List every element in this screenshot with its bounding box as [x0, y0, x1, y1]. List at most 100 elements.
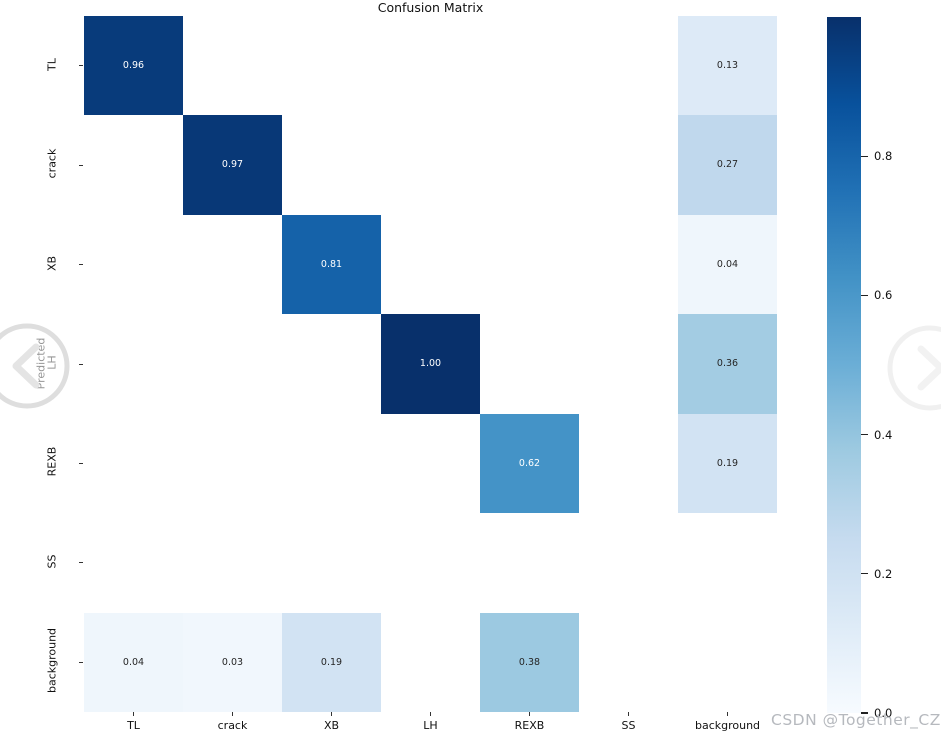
cell-value: 0.38: [518, 656, 541, 668]
y-tick-mark: [79, 164, 83, 166]
heatmap-cell: 0.04: [678, 214, 777, 315]
heatmap-cell: 0.96: [84, 16, 183, 116]
x-tick-label: SS: [621, 719, 636, 732]
y-tick-mark: [79, 661, 83, 663]
heatmap-cell: [282, 314, 381, 413]
heatmap-cell: 0.03: [183, 612, 282, 712]
heatmap-cell: [282, 115, 381, 214]
heatmap-cell: [84, 414, 183, 513]
cell-value: 0.27: [716, 159, 739, 171]
heatmap-cell: [183, 513, 282, 612]
cell-value: 0.97: [221, 159, 244, 171]
heatmap-cell: [579, 414, 678, 513]
cell-value: 0.04: [122, 656, 145, 668]
heatmap-cell: [381, 513, 480, 612]
x-tick-label: XB: [323, 719, 340, 732]
x-tick-mark: [628, 712, 629, 716]
cell-value: 0.81: [320, 258, 343, 270]
x-tick-mark: [727, 712, 728, 716]
chart-title: Confusion Matrix: [377, 0, 484, 15]
colorbar-tick-mark: [861, 294, 868, 297]
colorbar-tick-label: 0.6: [874, 288, 893, 303]
heatmap-cell: [183, 215, 282, 314]
heatmap-cell: [579, 16, 678, 115]
carousel-prev-button[interactable]: [0, 319, 77, 414]
heatmap-cell: [579, 115, 678, 214]
colorbar-tick-label: 0.4: [874, 427, 893, 442]
colorbar-tick-mark: [861, 712, 868, 714]
heatmap-cell: 0.36: [678, 314, 777, 414]
heatmap-cell: 0.62: [480, 413, 579, 514]
heatmap-cell: 0.19: [678, 413, 777, 514]
heatmap-cell: [480, 215, 579, 314]
colorbar-tick-mark: [861, 155, 868, 157]
heatmap-cell: [579, 314, 678, 413]
y-tick-label: REXB: [45, 447, 59, 477]
heatmap-cell: [480, 115, 579, 214]
cell-value: 0.13: [716, 59, 739, 71]
x-tick-label: REXB: [514, 719, 545, 732]
heatmap-cell: [183, 314, 282, 413]
colorbar-tick-label: 0.2: [874, 566, 893, 581]
colorbar-tick-label: 0.8: [874, 149, 893, 164]
y-tick-mark: [79, 65, 83, 67]
heatmap-cell: [480, 513, 579, 612]
heatmap-cell: [579, 513, 678, 612]
heatmap-cell: 0.04: [84, 612, 183, 712]
heatmap-cell: [183, 414, 282, 513]
heatmap-cell: 0.97: [183, 115, 282, 215]
heatmap-cell: [381, 414, 480, 513]
chevron-right-icon: [917, 345, 941, 391]
heatmap-cell: 0.38: [480, 612, 579, 712]
heatmap-cell: [84, 215, 183, 314]
heatmap-cell: [381, 115, 480, 214]
heatmap-cell: [183, 16, 282, 115]
y-tick-mark: [79, 363, 83, 365]
chevron-left-icon: [12, 343, 40, 389]
colorbar-tick-label: 0.0: [874, 706, 893, 720]
x-tick-mark: [529, 712, 530, 716]
heatmap-cell: 1.00: [381, 314, 480, 414]
x-tick-mark: [232, 712, 233, 716]
heatmap-cell: [579, 215, 678, 314]
y-tick-label: SS: [45, 554, 59, 569]
x-tick-label: TL: [127, 719, 140, 732]
heatmap-cell: [84, 115, 183, 214]
heatmap-cell: [84, 314, 183, 413]
heatmap-cell: [381, 16, 480, 115]
cell-value: 0.04: [716, 258, 739, 270]
cell-value: 0.19: [320, 656, 343, 668]
x-tick-mark: [430, 712, 431, 716]
heatmap-plot: 0.96 0.13 0.97 0.27 0.81 0.04 1.00 0.36 0.62 0.19…: [84, 16, 777, 712]
heatmap-cell: [678, 513, 777, 612]
colorbar: [827, 17, 861, 713]
heatmap-cell: [480, 314, 579, 413]
y-tick-mark: [79, 562, 83, 564]
cell-value: 0.62: [518, 457, 541, 469]
y-tick-label: XB: [45, 255, 59, 271]
heatmap-cell: [84, 513, 183, 612]
heatmap-cell: [480, 16, 579, 115]
cell-value: 0.19: [716, 457, 739, 469]
colorbar-tick-mark: [861, 573, 868, 575]
cell-value: 0.96: [122, 59, 145, 71]
heatmap-cell: 0.81: [282, 214, 381, 315]
y-tick-label: crack: [45, 148, 59, 179]
y-tick-label: background: [45, 628, 59, 694]
heatmap-cell: [282, 414, 381, 513]
y-tick-label: TL: [45, 57, 59, 71]
x-tick-mark: [331, 712, 332, 716]
carousel-next-button[interactable]: [886, 321, 941, 416]
heatmap-cell: [282, 16, 381, 115]
cell-value: 0.03: [221, 656, 244, 668]
y-tick-mark: [79, 462, 83, 464]
watermark: CSDN @Together_CZ: [771, 711, 941, 729]
cell-value: 0.36: [716, 358, 739, 370]
cell-value: 1.00: [419, 358, 442, 370]
x-tick-label: LH: [423, 719, 438, 732]
y-tick-mark: [79, 264, 83, 266]
x-tick-label: background: [694, 719, 761, 732]
heatmap-cell: [381, 613, 480, 712]
heatmap-cell: 0.13: [678, 16, 777, 116]
heatmap-cell: [381, 215, 480, 314]
